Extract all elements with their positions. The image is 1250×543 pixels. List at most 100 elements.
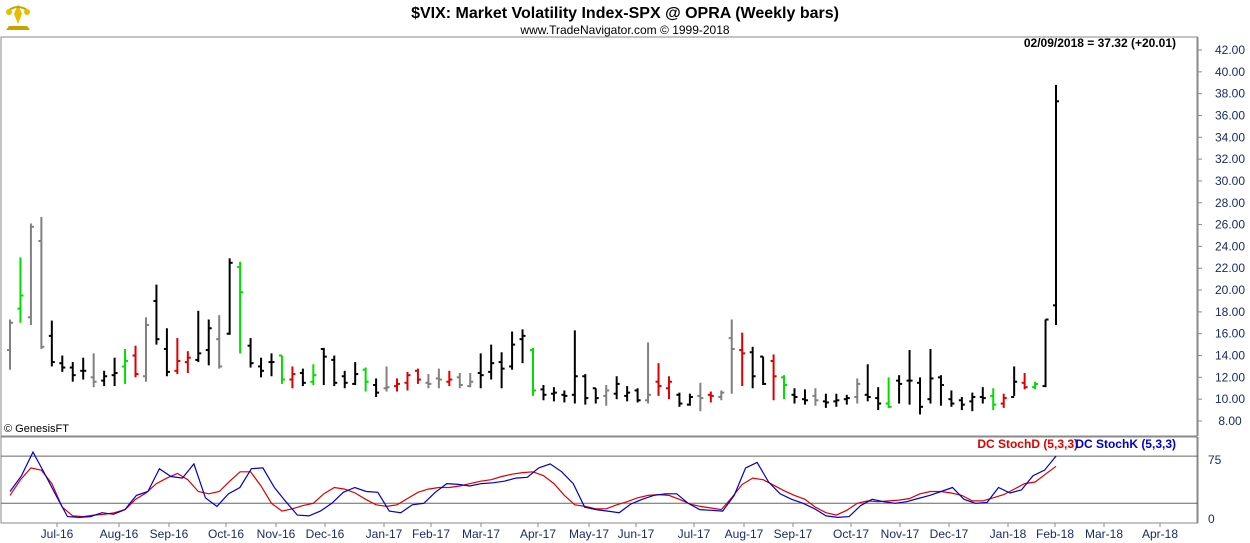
price-y-tick-label: 16.00 (1215, 327, 1245, 341)
ohlc-bar (927, 348, 934, 404)
stochastic-y-tick-label: 0 (1208, 512, 1215, 526)
price-y-tick-label: 34.00 (1215, 130, 1245, 144)
ohlc-bar (791, 388, 798, 404)
x-tick-label: Mar-18 (1085, 527, 1123, 541)
x-tick-label: Jul-16 (41, 527, 74, 541)
ohlc-bar (498, 352, 505, 389)
ohlc-bar (665, 376, 672, 400)
ohlc-bar (896, 375, 903, 404)
ohlc-bar (728, 319, 735, 394)
ohlc-bar (990, 388, 997, 411)
copyright-label: © GenesisFT (4, 423, 69, 435)
ohlc-bar (7, 319, 13, 370)
price-y-tick-label: 30.00 (1215, 174, 1245, 188)
ohlc-bar (1032, 381, 1039, 390)
ohlc-bar (582, 374, 589, 405)
ohlc-bar (979, 387, 986, 404)
ohlc-bar (686, 393, 693, 406)
ohlc-bar (613, 376, 620, 400)
ohlc-bar (571, 330, 578, 404)
ohlc-bar (352, 362, 359, 385)
x-tick-label: Oct-17 (833, 527, 869, 541)
ohlc-bar (320, 347, 327, 385)
price-y-tick-label: 42.00 (1215, 43, 1245, 57)
ohlc-bar (1053, 84, 1059, 325)
ohlc-bar (655, 363, 662, 396)
ohlc-bar (258, 357, 265, 378)
ohlc-bar (854, 378, 861, 404)
ohlc-bar (38, 216, 45, 349)
price-y-tick-label: 14.00 (1215, 349, 1245, 363)
ohlc-bar (801, 389, 808, 405)
ohlc-bar (969, 392, 976, 412)
chart-title: $VIX: Market Volatility Index-SPX @ OPRA… (411, 5, 839, 22)
x-tick-label: Sep-17 (774, 527, 813, 541)
ohlc-bar (174, 338, 181, 375)
price-y-tick-label: 38.00 (1215, 87, 1245, 101)
price-y-tick-label: 10.00 (1215, 392, 1245, 406)
ohlc-bar (781, 375, 788, 400)
x-tick-label: Aug-17 (725, 527, 764, 541)
ohlc-bar (540, 384, 547, 401)
x-tick-label: Jun-17 (618, 527, 655, 541)
ohlc-bar (404, 371, 411, 391)
ohlc-bar (435, 368, 442, 389)
x-tick-label: Jan-17 (366, 527, 403, 541)
ohlc-bar (237, 261, 244, 354)
ohlc-bar (456, 372, 463, 389)
ohlc-bar (477, 353, 484, 389)
ohlc-bar (707, 391, 714, 403)
ohlc-bar (1000, 393, 1007, 408)
ohlc-bar (812, 388, 819, 406)
ohlc-bar (864, 364, 871, 402)
price-bars (7, 84, 1059, 415)
ohlc-bar (467, 372, 474, 388)
ohlc-bar (383, 366, 390, 392)
ohlc-bar (247, 338, 254, 368)
ohlc-bar (59, 355, 66, 372)
ohlc-bar (885, 377, 892, 408)
price-panel (0, 36, 1198, 437)
ohlc-bar (278, 354, 285, 384)
ohlc-bar (561, 390, 568, 403)
ohlc-bar (268, 353, 275, 377)
ohlc-bar (718, 390, 725, 401)
ohlc-bar (530, 347, 536, 396)
price-y-tick-label: 36.00 (1215, 108, 1245, 122)
ohlc-bar (697, 382, 704, 412)
x-tick-label: Jul-17 (678, 527, 711, 541)
ohlc-bar (958, 396, 965, 411)
ohlc-bar (749, 346, 756, 389)
price-y-tick-label: 12.00 (1215, 370, 1245, 384)
ohlc-bar (289, 366, 296, 389)
ohlc-bar (917, 377, 924, 415)
chart-logo (0, 0, 36, 36)
last-value-readout: 02/09/2018 = 37.32 (+20.01) (1024, 36, 1176, 50)
ohlc-bar (184, 351, 191, 373)
ohlc-bar (90, 353, 97, 388)
ohlc-bar (645, 342, 652, 404)
ohlc-bar (843, 394, 850, 405)
ohlc-bar (550, 387, 557, 402)
ohlc-bar (373, 378, 380, 397)
price-y-tick-label: 18.00 (1215, 305, 1245, 319)
ohlc-bar (414, 368, 421, 384)
ohlc-bar (216, 315, 223, 369)
legend-stoch-k: DC StochK (5,3,3) (1075, 437, 1176, 451)
price-y-tick-label: 22.00 (1215, 261, 1245, 275)
ohlc-bar (132, 345, 139, 378)
ohlc-bar (425, 374, 432, 389)
price-y-tick-label: 28.00 (1215, 196, 1245, 210)
ohlc-bar (111, 357, 118, 387)
price-y-tick-label: 26.00 (1215, 218, 1245, 232)
ohlc-bar (331, 355, 338, 387)
x-tick-label: Nov-16 (257, 527, 296, 541)
ohlc-bar (446, 370, 453, 387)
stochastic-lines (9, 450, 1057, 519)
price-y-axis: 42.00 40.00 38.00 36.00 34.00 32.00 30.00 28.00… (1197, 37, 1245, 436)
ohlc-bar (875, 387, 882, 411)
x-tick-label: Sep-16 (150, 527, 189, 541)
ohlc-bar (122, 348, 129, 384)
price-y-tick-label: 20.00 (1215, 283, 1245, 297)
